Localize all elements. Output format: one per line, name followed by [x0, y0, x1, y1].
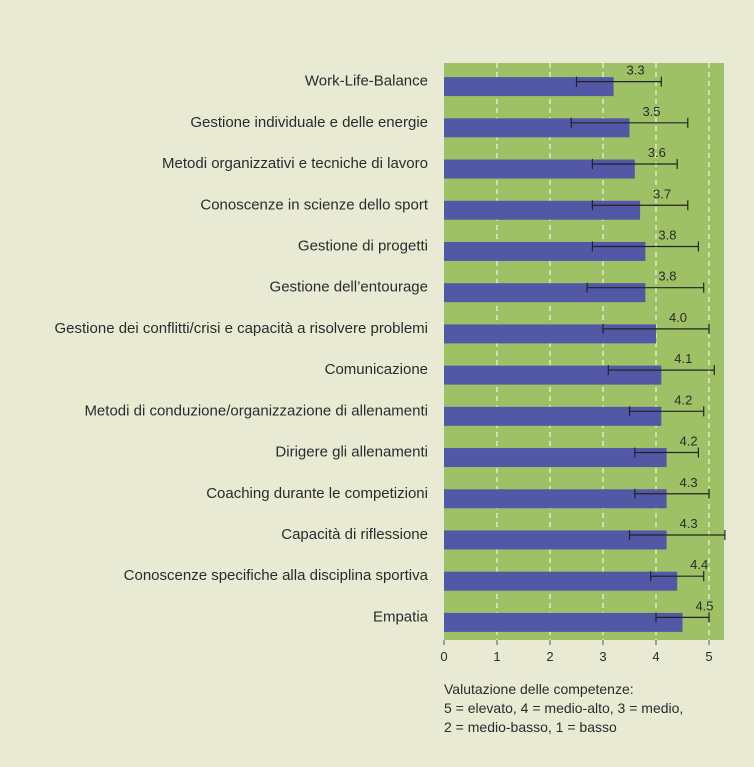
bar — [444, 365, 662, 385]
value-label: 4.3 — [680, 516, 698, 531]
category-label: Coaching durante le competizioni — [206, 485, 428, 502]
bar — [444, 489, 667, 509]
x-tick-label: 2 — [546, 649, 553, 664]
value-label: 4.2 — [674, 392, 692, 407]
category-label: Comunicazione — [325, 361, 428, 378]
bar — [444, 571, 678, 591]
bar — [444, 241, 646, 261]
error-bar — [602, 323, 710, 334]
value-label: 4.2 — [680, 434, 698, 449]
category-label: Gestione di progetti — [298, 237, 428, 254]
bar — [444, 530, 667, 550]
bar — [444, 118, 630, 138]
bar — [444, 448, 667, 468]
bar — [444, 200, 641, 220]
value-label: 3.8 — [658, 269, 676, 284]
category-label: Metodi organizzativi e tecniche di lavor… — [162, 155, 428, 172]
legend-caption: Valutazione delle competenze: 5 = elevat… — [444, 680, 744, 737]
error-bar — [628, 529, 726, 540]
caption-line-3: 2 = medio-basso, 1 = basso — [444, 719, 617, 735]
x-tick-label: 1 — [493, 649, 500, 664]
category-label: Dirigere gli allenamenti — [275, 444, 428, 461]
x-tick-label: 3 — [599, 649, 606, 664]
value-label: 4.5 — [695, 598, 713, 613]
caption-line-1: Valutazione delle competenze: — [444, 681, 634, 697]
bar — [444, 159, 635, 179]
category-label: Capacità di riflessione — [281, 526, 428, 543]
error-bar — [591, 200, 689, 211]
category-label: Conoscenze specifiche alla disciplina sp… — [124, 567, 429, 584]
category-label: Work-Life-Balance — [305, 73, 428, 90]
value-label: 3.8 — [658, 227, 676, 242]
value-label: 3.5 — [642, 104, 660, 119]
error-bar — [607, 365, 715, 376]
category-label: Metodi di conduzione/organizzazione di a… — [84, 402, 428, 419]
value-label: 3.6 — [648, 145, 666, 160]
bar — [444, 612, 683, 632]
value-label: 4.0 — [669, 310, 687, 325]
x-tick-label: 5 — [705, 649, 712, 664]
error-bars — [570, 76, 726, 623]
error-bar — [650, 571, 705, 582]
error-bar — [586, 282, 705, 293]
value-label: 3.7 — [653, 186, 671, 201]
value-label: 3.3 — [627, 63, 645, 78]
error-bar — [655, 612, 710, 623]
bar — [444, 77, 614, 97]
x-axis-ticks: 0 1 2 3 4 5 — [440, 640, 713, 664]
bar — [444, 283, 646, 303]
error-bar — [570, 117, 689, 128]
error-bar — [628, 406, 705, 417]
error-bar — [591, 159, 678, 170]
x-tick-label: 4 — [652, 649, 659, 664]
error-bar — [575, 76, 662, 87]
category-labels: Work-Life-Balance Gestione individuale e … — [55, 73, 429, 626]
category-label: Gestione dell’entourage — [270, 279, 428, 296]
category-label: Conoscenze in scienze dello sport — [200, 196, 428, 213]
category-label: Gestione individuale e delle energie — [190, 114, 428, 131]
bar — [444, 324, 656, 344]
value-label: 4.4 — [690, 557, 708, 572]
value-label: 4.1 — [674, 351, 692, 366]
value-labels: 3.3 3.5 3.6 3.7 3.8 3.8 4.0 4.1 4.2 4.2 4.3 4.3 4.4 4… — [627, 63, 714, 614]
category-label: Empatia — [373, 608, 429, 625]
caption-line-2: 5 = elevato, 4 = medio-alto, 3 = medio, — [444, 700, 684, 716]
error-bar — [634, 488, 710, 499]
value-label: 4.3 — [680, 475, 698, 490]
error-bar — [591, 241, 700, 252]
x-tick-label: 0 — [440, 649, 447, 664]
error-bar — [634, 447, 700, 458]
category-label: Gestione dei conflitti/crisi e capacità … — [55, 320, 429, 337]
bar — [444, 406, 662, 426]
